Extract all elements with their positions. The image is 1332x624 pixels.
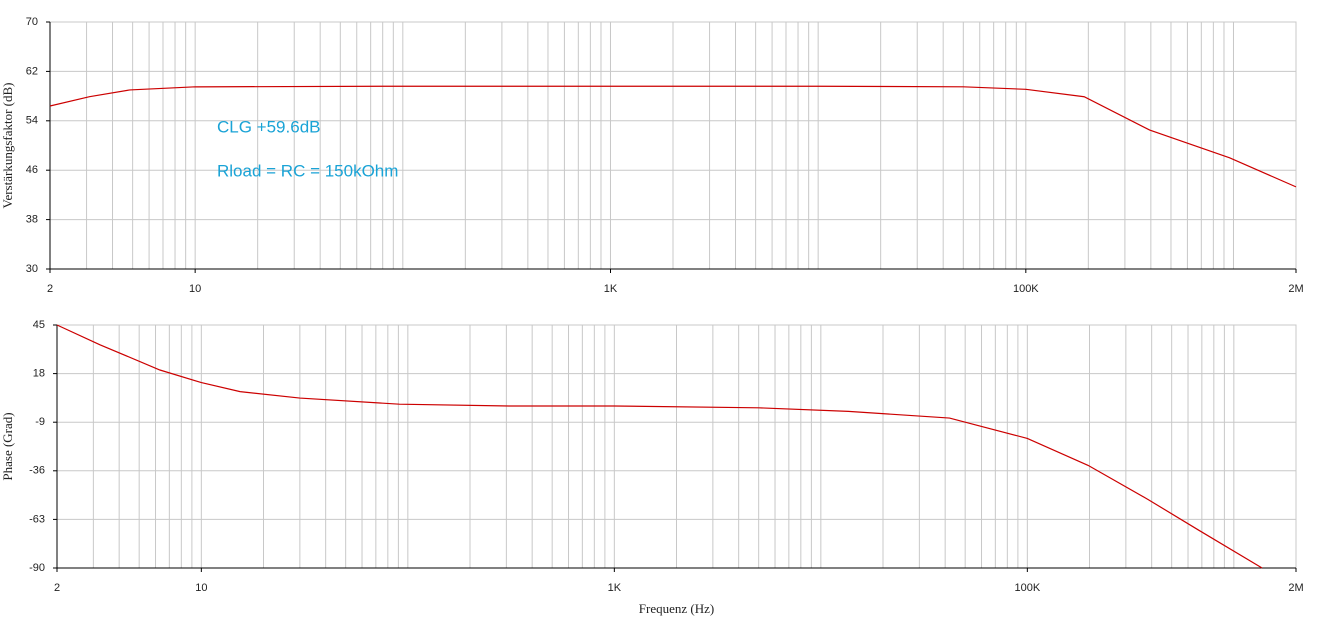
x-tick-label: 2 xyxy=(54,582,60,594)
y-tick-label: -90 xyxy=(29,562,45,574)
y-tick-label: -9 xyxy=(35,416,45,428)
x-tick-label: 10 xyxy=(189,283,201,295)
y-tick-label: 30 xyxy=(26,263,38,275)
y-tick-label: 54 xyxy=(26,115,38,127)
y-tick-label: 62 xyxy=(26,65,38,77)
y-axis-label: Verstärkungsfaktor (dB) xyxy=(0,83,15,209)
series-line xyxy=(49,85,1297,188)
x-tick-label: 100K xyxy=(1014,582,1040,594)
x-tick-label: 1K xyxy=(604,283,618,295)
annotation: Rload = RC = 150kOhm xyxy=(217,161,398,180)
x-axis-label: Frequenz (Hz) xyxy=(639,601,714,616)
y-tick-label: 38 xyxy=(26,214,38,226)
x-tick-label: 1K xyxy=(608,582,622,594)
y-tick-label: -63 xyxy=(29,513,45,525)
series-line xyxy=(56,324,1263,569)
y-axis-label: Phase (Grad) xyxy=(0,412,15,480)
y-tick-label: -36 xyxy=(29,465,45,477)
x-tick-label: 2M xyxy=(1288,582,1303,594)
x-tick-label: 2M xyxy=(1288,283,1303,295)
y-tick-label: 18 xyxy=(33,368,45,380)
y-tick-label: 70 xyxy=(26,16,38,28)
y-tick-label: 45 xyxy=(33,319,45,331)
x-tick-label: 100K xyxy=(1013,283,1039,295)
x-tick-label: 10 xyxy=(195,582,207,594)
x-tick-label: 2 xyxy=(47,283,53,295)
annotation: CLG +59.6dB xyxy=(217,117,321,136)
y-tick-label: 46 xyxy=(26,164,38,176)
